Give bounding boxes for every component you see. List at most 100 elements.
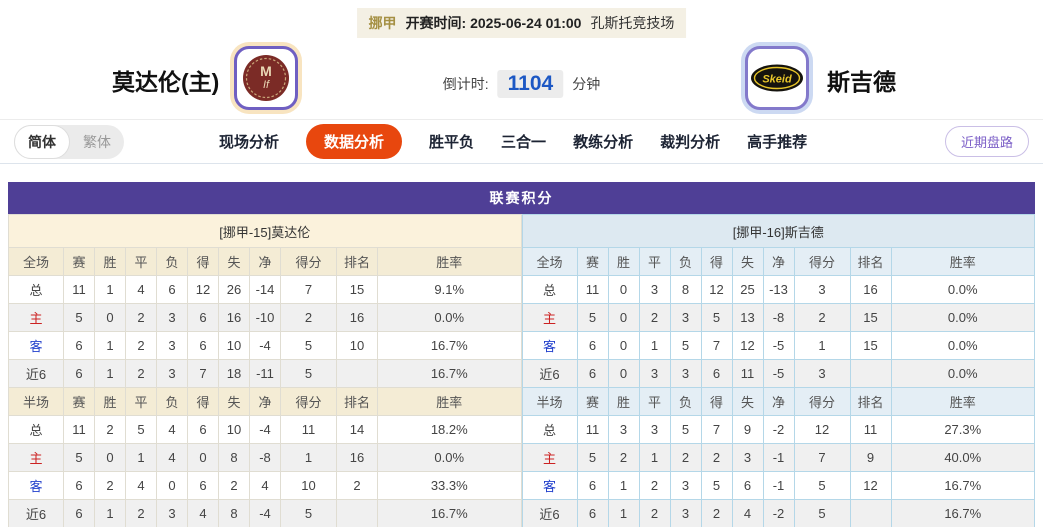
table-halves: [挪甲-15]莫达伦 全场赛胜平负得失净得分 排名 胜率总 11 1 4 6 12 26 -14 7 1… [8, 214, 1035, 527]
column-header: 净 [762, 387, 795, 416]
table-cell: 5 [669, 415, 702, 444]
column-header: 胜 [607, 387, 640, 416]
row-label: 主 [521, 303, 578, 332]
table-row: 主 5 0 2 3 5 13 -8 2 15 0.0% [521, 303, 1035, 332]
table-cell: 13 [731, 303, 764, 332]
column-header: 负 [669, 387, 702, 416]
table-cell: 3 [156, 303, 188, 332]
away-table-half: [挪甲-16]斯吉德 全场赛胜平负得失净得分 排名 胜率总 11 0 3 8 12 25 -13 3 1… [521, 214, 1036, 527]
table-cell: 14 [336, 415, 378, 444]
column-header: 半场 [521, 387, 578, 416]
table-row: 主 5 0 2 3 6 16 -10 2 16 0.0% [8, 303, 522, 332]
table-cell: -4 [249, 331, 281, 360]
table-cell: 3 [156, 331, 188, 360]
away-stats-table: [挪甲-16]斯吉德 全场赛胜平负得失净得分 排名 胜率总 11 0 3 8 12 25 -13 3 1… [521, 214, 1036, 527]
table-cell: 6 [187, 415, 219, 444]
table-cell: 27.3% [890, 415, 1035, 444]
nav-tab[interactable]: 裁判分析 [660, 134, 721, 151]
home-stats-table: [挪甲-15]莫达伦 全场赛胜平负得失净得分 排名 胜率总 11 1 4 6 12 26 -14 7 1… [8, 214, 522, 527]
table-cell: 6 [63, 499, 95, 527]
lang-traditional-button[interactable]: 繁体 [83, 133, 111, 150]
table-cell: 5 [63, 303, 95, 332]
table-cell: 0.0% [377, 443, 522, 472]
table-cell: 16 [336, 443, 378, 472]
table-cell: 6 [700, 359, 733, 388]
table-cell: 3 [669, 471, 702, 500]
table-cell: 0 [94, 303, 126, 332]
table-cell: 2 [336, 471, 378, 500]
table-cell: 16.7% [377, 499, 522, 527]
table-cell: 11 [280, 415, 337, 444]
table-cell: 6 [576, 359, 609, 388]
nav-tab[interactable]: 现场分析 [219, 134, 280, 151]
table-cell: -8 [762, 303, 795, 332]
table-cell: 1 [607, 471, 640, 500]
table-row: 近6 6 0 3 3 6 11 -5 3 0.0% [521, 359, 1035, 388]
table-cell: 0 [607, 275, 640, 304]
table-cell: 6 [187, 471, 219, 500]
row-label: 总 [521, 415, 578, 444]
home-team-logo: M If [234, 46, 298, 110]
table-cell: 15 [849, 331, 892, 360]
table-cell: 8 [218, 499, 250, 527]
column-header: 赛 [63, 387, 95, 416]
table-cell: 5 [125, 415, 157, 444]
nav-tab[interactable]: 胜平负 [429, 134, 475, 151]
table-cell: 1 [94, 331, 126, 360]
table-cell: 0.0% [890, 303, 1035, 332]
nav-tab[interactable]: 数据分析 [306, 124, 403, 159]
home-crest-monogram-bottom: If [263, 79, 270, 91]
table-cell: 3 [793, 275, 851, 304]
table-cell: -10 [249, 303, 281, 332]
table-cell: 10 [218, 415, 250, 444]
table-cell: 0 [187, 443, 219, 472]
table-cell: 2 [607, 443, 640, 472]
table-cell: -4 [249, 499, 281, 527]
table-cell: 2 [669, 443, 702, 472]
column-header: 得 [700, 247, 733, 276]
table-cell: 1 [94, 499, 126, 527]
column-header: 胜 [94, 247, 126, 276]
table-row: 客 6 1 2 3 6 10 -4 5 10 16.7% [8, 331, 522, 360]
column-header: 半场 [8, 387, 64, 416]
table-cell: 16 [336, 303, 378, 332]
table-cell: 5 [280, 331, 337, 360]
table-cell: 4 [125, 471, 157, 500]
recent-trend-button[interactable]: 近期盘路 [944, 126, 1029, 157]
team-header: [挪甲-16]斯吉德 [521, 214, 1035, 248]
table-cell: 6 [187, 331, 219, 360]
column-header: 胜率 [890, 387, 1035, 416]
table-cell: 3 [638, 359, 671, 388]
column-header: 负 [669, 247, 702, 276]
table-cell: 0.0% [890, 331, 1035, 360]
row-label: 客 [8, 471, 64, 500]
table-cell: -2 [762, 415, 795, 444]
column-header: 排名 [336, 247, 378, 276]
table-cell: 16.7% [377, 359, 522, 388]
table-cell: -11 [249, 359, 281, 388]
column-header: 得分 [280, 247, 337, 276]
nav-tab[interactable]: 三合一 [501, 134, 547, 151]
table-cell: 1 [94, 359, 126, 388]
table-row: 客 6 2 4 0 6 2 4 10 2 33.3% [8, 471, 522, 500]
away-crest-icon: Skeid [751, 64, 803, 92]
nav-tab[interactable]: 高手推荐 [747, 134, 808, 151]
table-cell: 9 [731, 415, 764, 444]
table-cell: -5 [762, 359, 795, 388]
table-cell: 12 [793, 415, 851, 444]
column-header-row: 半场赛胜平负得失净得分 排名 胜率 [8, 387, 522, 416]
lang-simplified-button[interactable]: 简体 [14, 124, 70, 159]
row-label: 近6 [521, 359, 578, 388]
away-team-logo: Skeid [745, 46, 809, 110]
nav-tab[interactable]: 教练分析 [573, 134, 634, 151]
table-cell: 15 [336, 275, 378, 304]
column-header: 净 [762, 247, 795, 276]
table-cell: 6 [576, 499, 609, 527]
table-cell: 12 [187, 275, 219, 304]
column-header: 赛 [576, 387, 609, 416]
table-cell: 3 [793, 359, 851, 388]
table-cell: 10 [218, 331, 250, 360]
table-cell: 5 [700, 303, 733, 332]
column-header: 全场 [8, 247, 64, 276]
table-row: 近6 6 1 2 3 4 8 -4 5 16.7% [8, 499, 522, 527]
